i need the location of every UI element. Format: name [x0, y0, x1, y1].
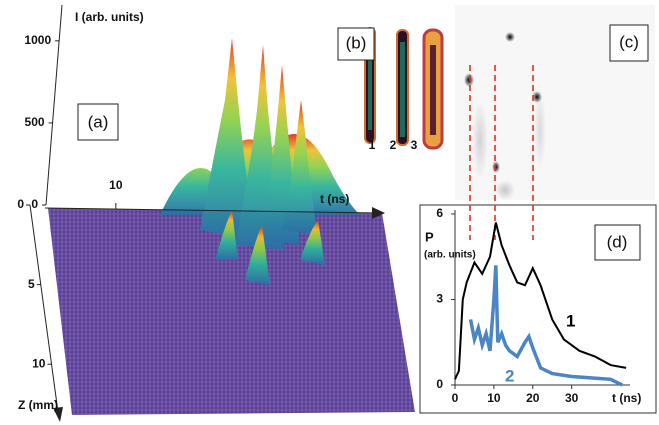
panel-box: [77, 103, 119, 141]
z-arrow: [53, 407, 63, 422]
panel-box: [594, 224, 641, 261]
i-tick-label: 0: [31, 197, 38, 211]
z-tick-label: 5: [28, 277, 35, 291]
y-tick-label: 0: [436, 377, 443, 391]
series-label: 2: [505, 366, 514, 385]
z-tick-label: 0: [17, 197, 24, 211]
series-line: [468, 265, 623, 387]
x-tick-label: 10: [487, 391, 501, 405]
x-tick-label: 30: [565, 391, 579, 405]
panel-label: (d): [607, 232, 628, 251]
image-label: 3: [411, 138, 418, 152]
x-tick-label: 20: [526, 391, 540, 405]
t-tick-label: 10: [109, 178, 123, 192]
panel-box: [609, 24, 649, 62]
y-tick-label: 3: [436, 292, 443, 306]
i-tick-label: 500: [25, 115, 45, 129]
surface-ridges: [160, 38, 360, 285]
t-arrow: [372, 207, 385, 219]
t-axis-title: t (ns): [320, 192, 349, 206]
image-label: 1: [369, 138, 376, 152]
guide-lines: [469, 65, 534, 240]
panel-label: (c): [619, 32, 639, 51]
y-axis-unit: (arb. units): [424, 250, 476, 261]
x-axis-title: t (ns): [612, 391, 641, 405]
z-depth-title: Z (mm): [18, 398, 58, 412]
y-tick-label: 6: [436, 206, 443, 220]
i-axis: [45, 4, 63, 206]
series-line: [454, 222, 627, 380]
y-axis-title: P: [425, 229, 434, 244]
z-axis: [29, 204, 59, 413]
filament-images: [364, 27, 444, 150]
t-axis: [44, 207, 379, 214]
i-tick-label: 1000: [24, 33, 51, 47]
panel-box: [337, 27, 375, 61]
series-label: 1: [566, 311, 575, 330]
panel-label: (b): [346, 33, 367, 52]
x-tick-label: 0: [452, 391, 459, 405]
panel-label: (a): [88, 112, 109, 131]
z-tick-label: 10: [32, 356, 46, 370]
image-label: 2: [390, 138, 397, 152]
z-axis-title: I (arb. units): [75, 10, 144, 24]
